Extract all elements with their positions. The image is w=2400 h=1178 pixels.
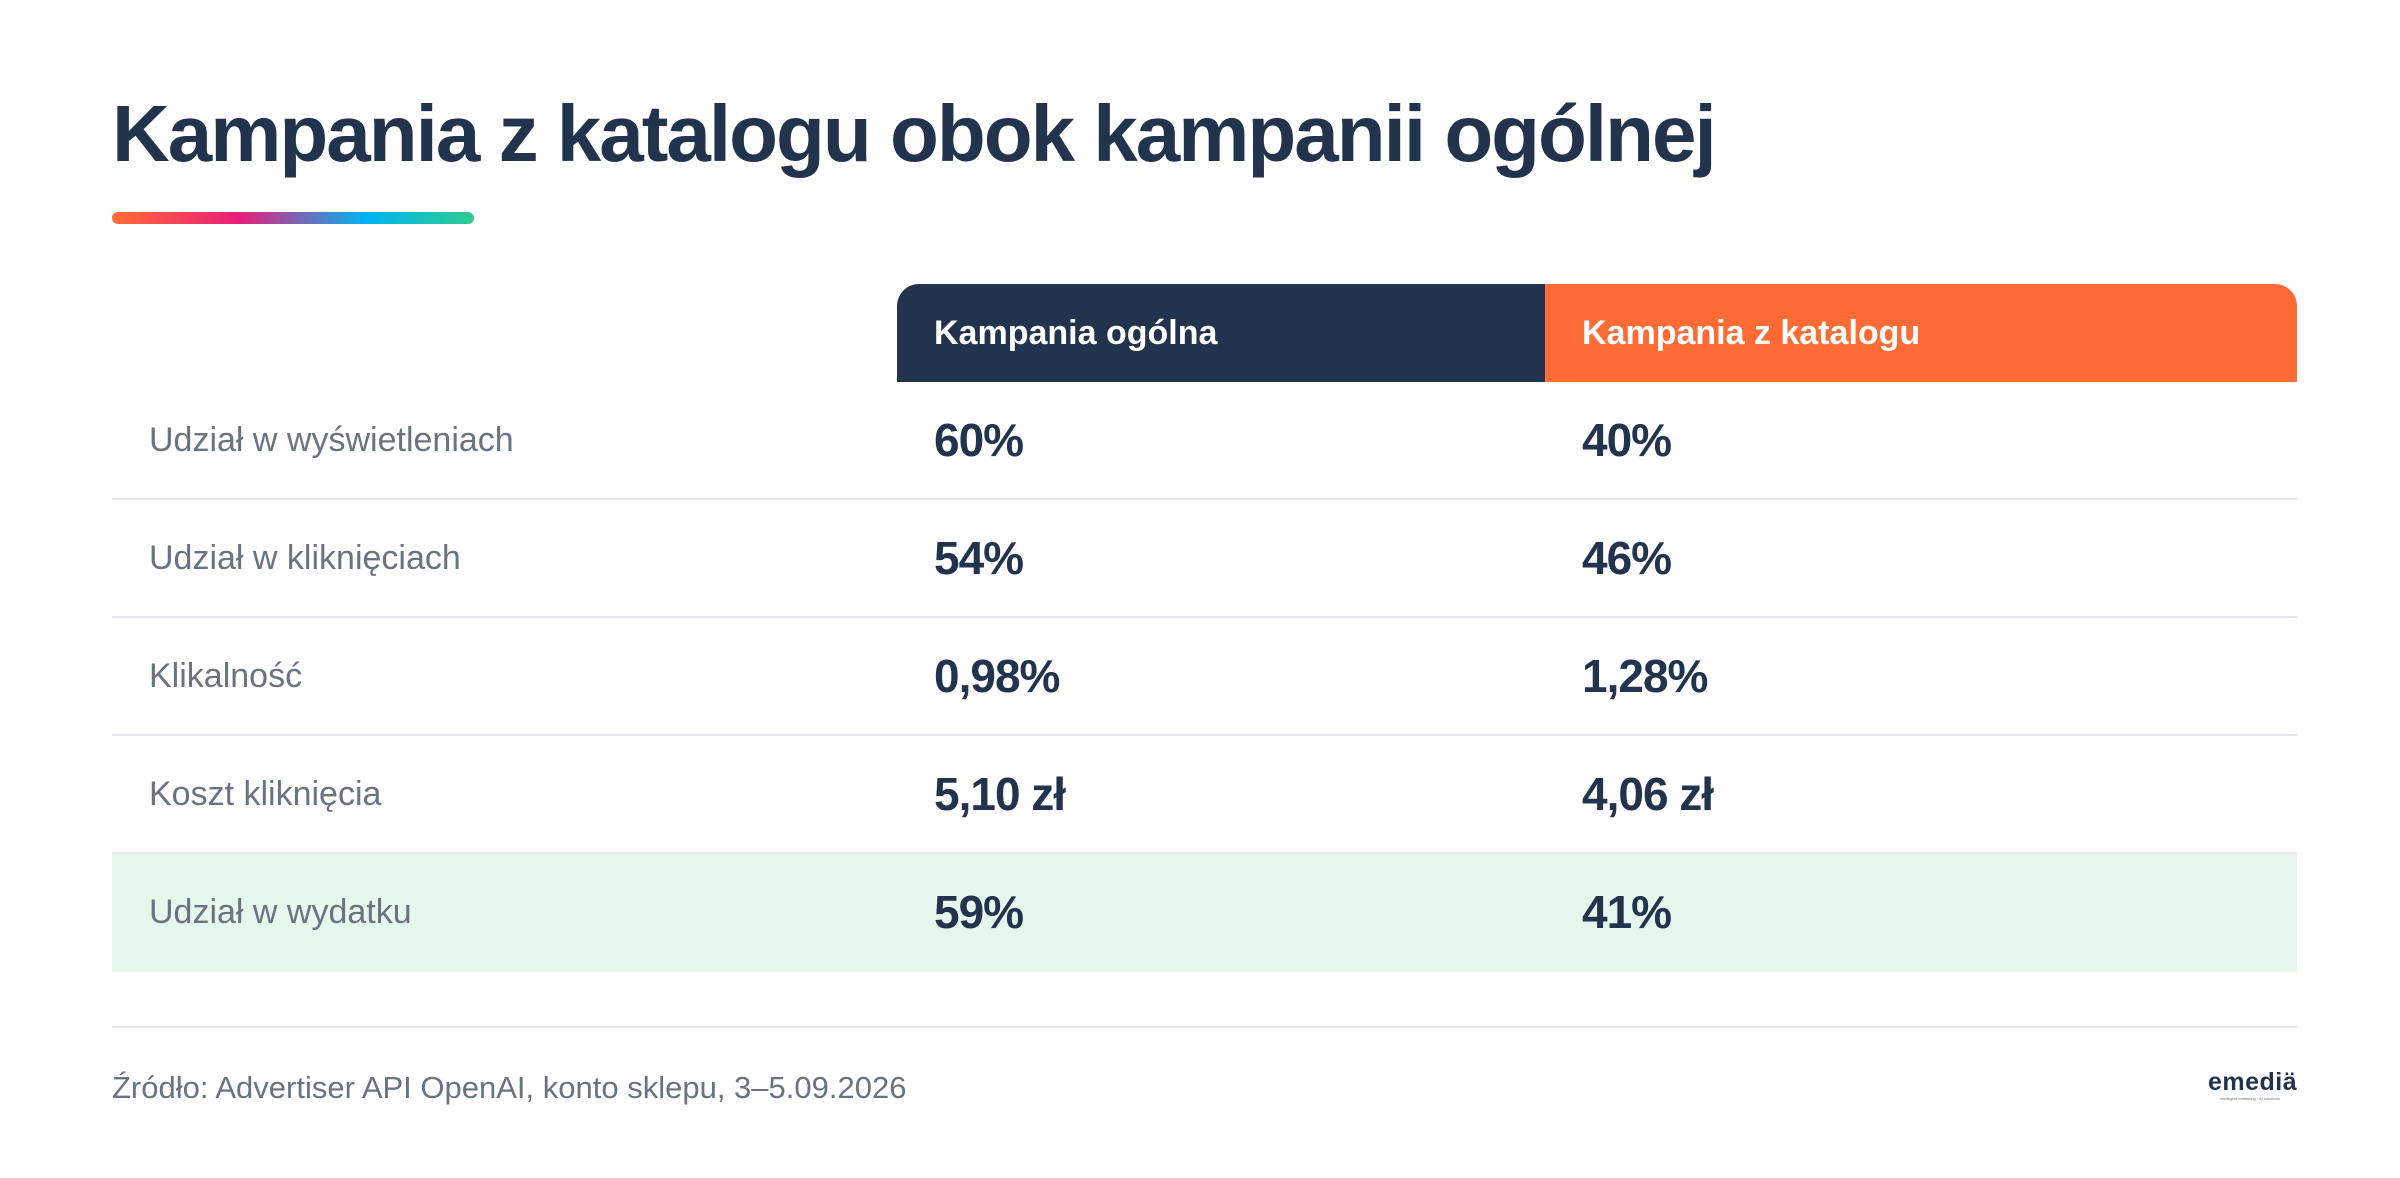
footer-divider <box>112 1026 2297 1028</box>
emedia-logo: emediä intelligent marketing · AI soluti… <box>2208 1068 2298 1102</box>
general-value: 5,10 zł <box>934 768 1066 820</box>
general-value: 54% <box>934 532 1024 584</box>
row-label: Udział w kliknięciach <box>149 538 461 577</box>
logo-text: emediä <box>2208 1068 2298 1096</box>
row-label: Klikalność <box>149 656 303 695</box>
table-row-highlighted: Udział w wydatku 59% 41% <box>112 854 2297 972</box>
row-label: Koszt kliknięcia <box>149 774 382 813</box>
table-row: Klikalność 0,98% 1,28% <box>112 618 2297 736</box>
table-row: Koszt kliknięcia 5,10 zł 4,06 zł <box>112 736 2297 854</box>
row-label: Udział w wydatku <box>149 892 412 931</box>
logo-tagline: intelligent marketing · AI solutions <box>2220 1096 2280 1101</box>
catalog-value: 4,06 zł <box>1582 768 1714 820</box>
catalog-value: 41% <box>1582 886 1672 938</box>
general-value: 59% <box>934 886 1024 938</box>
table-row: Udział w wyświetleniach 60% 40% <box>112 382 2297 500</box>
column-header-general: Kampania ogólna <box>897 284 1545 382</box>
catalog-value: 40% <box>1582 414 1672 466</box>
column-header-catalog: Kampania z katalogu <box>1545 284 2297 382</box>
catalog-value: 1,28% <box>1582 650 1708 702</box>
general-value: 0,98% <box>934 650 1060 702</box>
table-row: Udział w kliknięciach 54% 46% <box>112 500 2297 618</box>
general-value: 60% <box>934 414 1024 466</box>
row-label: Udział w wyświetleniach <box>149 420 514 459</box>
title-accent-bar <box>112 212 474 224</box>
catalog-value: 46% <box>1582 532 1672 584</box>
source-note: Źródło: Advertiser API OpenAI, konto skl… <box>112 1070 907 1105</box>
page-title: Kampania z katalogu obok kampanii ogólne… <box>112 89 1717 178</box>
